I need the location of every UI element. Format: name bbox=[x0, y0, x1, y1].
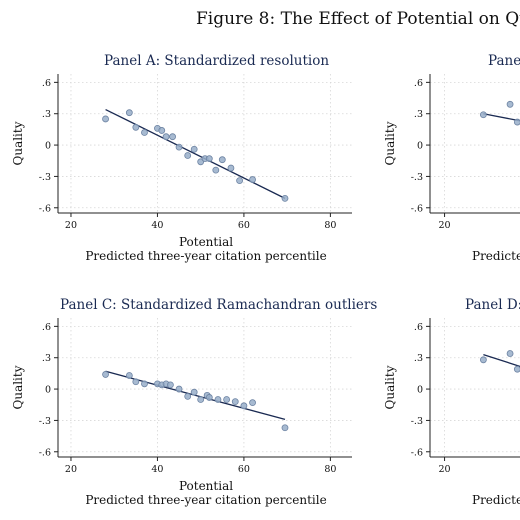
panel-a-data-point bbox=[205, 155, 213, 163]
panel-c-data-point bbox=[240, 402, 248, 410]
panel-b-ytick-label: 0 bbox=[417, 141, 423, 152]
panel-a-xtick-label: 20 bbox=[65, 220, 77, 231]
panel-c-data-point bbox=[184, 392, 192, 400]
panel-b-ytick-label: .3 bbox=[414, 109, 423, 120]
panel-d-ytick-label: -.6 bbox=[411, 447, 423, 458]
panel-a-data-point bbox=[281, 194, 289, 202]
panel-c-data-point bbox=[125, 372, 133, 379]
panel-a-xtick-label: 80 bbox=[324, 220, 336, 231]
panel-a-data-point bbox=[132, 123, 140, 131]
panel-c-xlabel: Potential bbox=[179, 479, 233, 493]
panel-a-xlabel: Potential bbox=[179, 235, 233, 249]
panel-b-data-point bbox=[506, 100, 514, 108]
panel-c-ytick-label: -.6 bbox=[39, 447, 51, 458]
panel-c-data-point bbox=[141, 380, 148, 388]
panel-a-title: Panel A: Standardized resolution bbox=[104, 53, 330, 69]
panel-c-title: Panel C: Standardized Ramachandran outli… bbox=[60, 297, 378, 313]
panel-a-data-point bbox=[102, 115, 109, 123]
panel-c-xtick-label: 40 bbox=[151, 464, 163, 475]
panel-d-data-point bbox=[479, 356, 487, 364]
panel-b-xlabel-sub: Predicted bbox=[472, 249, 520, 263]
panel-d-data-point bbox=[506, 350, 514, 357]
panel-a-data-point bbox=[249, 176, 256, 183]
panel-c-ytick-label: .3 bbox=[42, 353, 51, 364]
panel-c-data-point bbox=[167, 381, 174, 389]
panel-a-ylabel: Quality bbox=[11, 121, 25, 165]
panel-c-xtick-label: 80 bbox=[324, 464, 336, 475]
panel-d-xtick-label: 20 bbox=[439, 464, 451, 475]
panel-b-ytick-label: -.6 bbox=[411, 203, 423, 214]
panel-b-xtick-label: 20 bbox=[439, 220, 451, 231]
panel-c-xtick-label: 60 bbox=[238, 464, 250, 475]
panel-d-data-point bbox=[513, 365, 520, 373]
panel-d-ytick-label: .6 bbox=[414, 322, 423, 333]
panel-c-data-point bbox=[214, 396, 222, 403]
panel-b-ytick-label: -.3 bbox=[411, 172, 423, 183]
panel-d-ylabel: Quality bbox=[383, 365, 397, 409]
panel-d-ytick-label: 0 bbox=[417, 385, 423, 396]
panel-a-data-point bbox=[175, 143, 183, 151]
panel-c-ytick-label: -.3 bbox=[39, 416, 51, 427]
panel-a-data-point bbox=[218, 156, 226, 164]
panel-c-data-point bbox=[175, 385, 183, 393]
panel-c-ytick-label: .6 bbox=[42, 322, 51, 333]
panel-a-ytick-label: 0 bbox=[45, 141, 51, 152]
panel-c-data-point bbox=[231, 398, 239, 406]
panel-b-title: Panel bbox=[488, 53, 520, 69]
panel-a-ytick-label: .3 bbox=[42, 109, 51, 120]
panel-a-ytick-label: -.6 bbox=[39, 203, 51, 214]
panel-a-data-point bbox=[227, 164, 235, 172]
panel-a-data-point bbox=[169, 133, 176, 141]
panel-a-xtick-label: 40 bbox=[151, 220, 163, 231]
panel-c-data-point bbox=[281, 424, 289, 432]
panel-c-data-point bbox=[249, 399, 256, 407]
panel-a-data-point bbox=[212, 166, 220, 174]
panel-d-xlabel-sub: Predicted bbox=[472, 493, 520, 507]
figure-title: Figure 8: The Effect of Potential on Qua… bbox=[196, 9, 520, 29]
panel-c-data-point bbox=[223, 396, 231, 403]
panel-d-fit-line bbox=[483, 353, 520, 368]
panel-c-data-point bbox=[205, 394, 213, 401]
panel-d-ytick-label: -.3 bbox=[411, 416, 423, 427]
panel-a-ytick-label: .6 bbox=[42, 78, 51, 89]
panel-b-data-point bbox=[513, 118, 520, 126]
panel-c-data-point bbox=[197, 396, 205, 403]
panel-c-xtick-label: 20 bbox=[65, 464, 77, 475]
panel-a-fit-line bbox=[105, 108, 286, 199]
panel-b-data-point bbox=[479, 111, 487, 119]
panel-b-ylabel: Quality bbox=[383, 121, 397, 165]
panel-c-data-point bbox=[102, 371, 109, 378]
panel-a-data-point bbox=[158, 127, 166, 134]
panel-b-ytick-label: .6 bbox=[414, 78, 423, 89]
panel-a-data-point bbox=[190, 145, 198, 153]
panel-a-data-point bbox=[236, 177, 243, 185]
panel-a-data-point bbox=[125, 109, 133, 117]
panel-c-data-point bbox=[132, 378, 140, 386]
panel-a-xlabel-sub: Predicted three-year citation percentile bbox=[85, 249, 326, 263]
panel-c-ylabel: Quality bbox=[11, 365, 25, 409]
panel-c-data-point bbox=[190, 388, 198, 396]
panel-d-title: Panel D: bbox=[465, 297, 520, 313]
panel-c-ytick-label: 0 bbox=[45, 385, 51, 396]
panel-a-data-point bbox=[162, 133, 170, 141]
panel-d-ytick-label: .3 bbox=[414, 353, 423, 364]
panel-a-ytick-label: -.3 bbox=[39, 172, 51, 183]
panel-c-xlabel-sub: Predicted three-year citation percentile bbox=[85, 493, 326, 507]
panel-b-fit-line bbox=[483, 113, 520, 122]
panel-a-xtick-label: 60 bbox=[238, 220, 250, 231]
panel-a-data-point bbox=[184, 152, 192, 159]
panel-a-data-point bbox=[141, 129, 148, 136]
